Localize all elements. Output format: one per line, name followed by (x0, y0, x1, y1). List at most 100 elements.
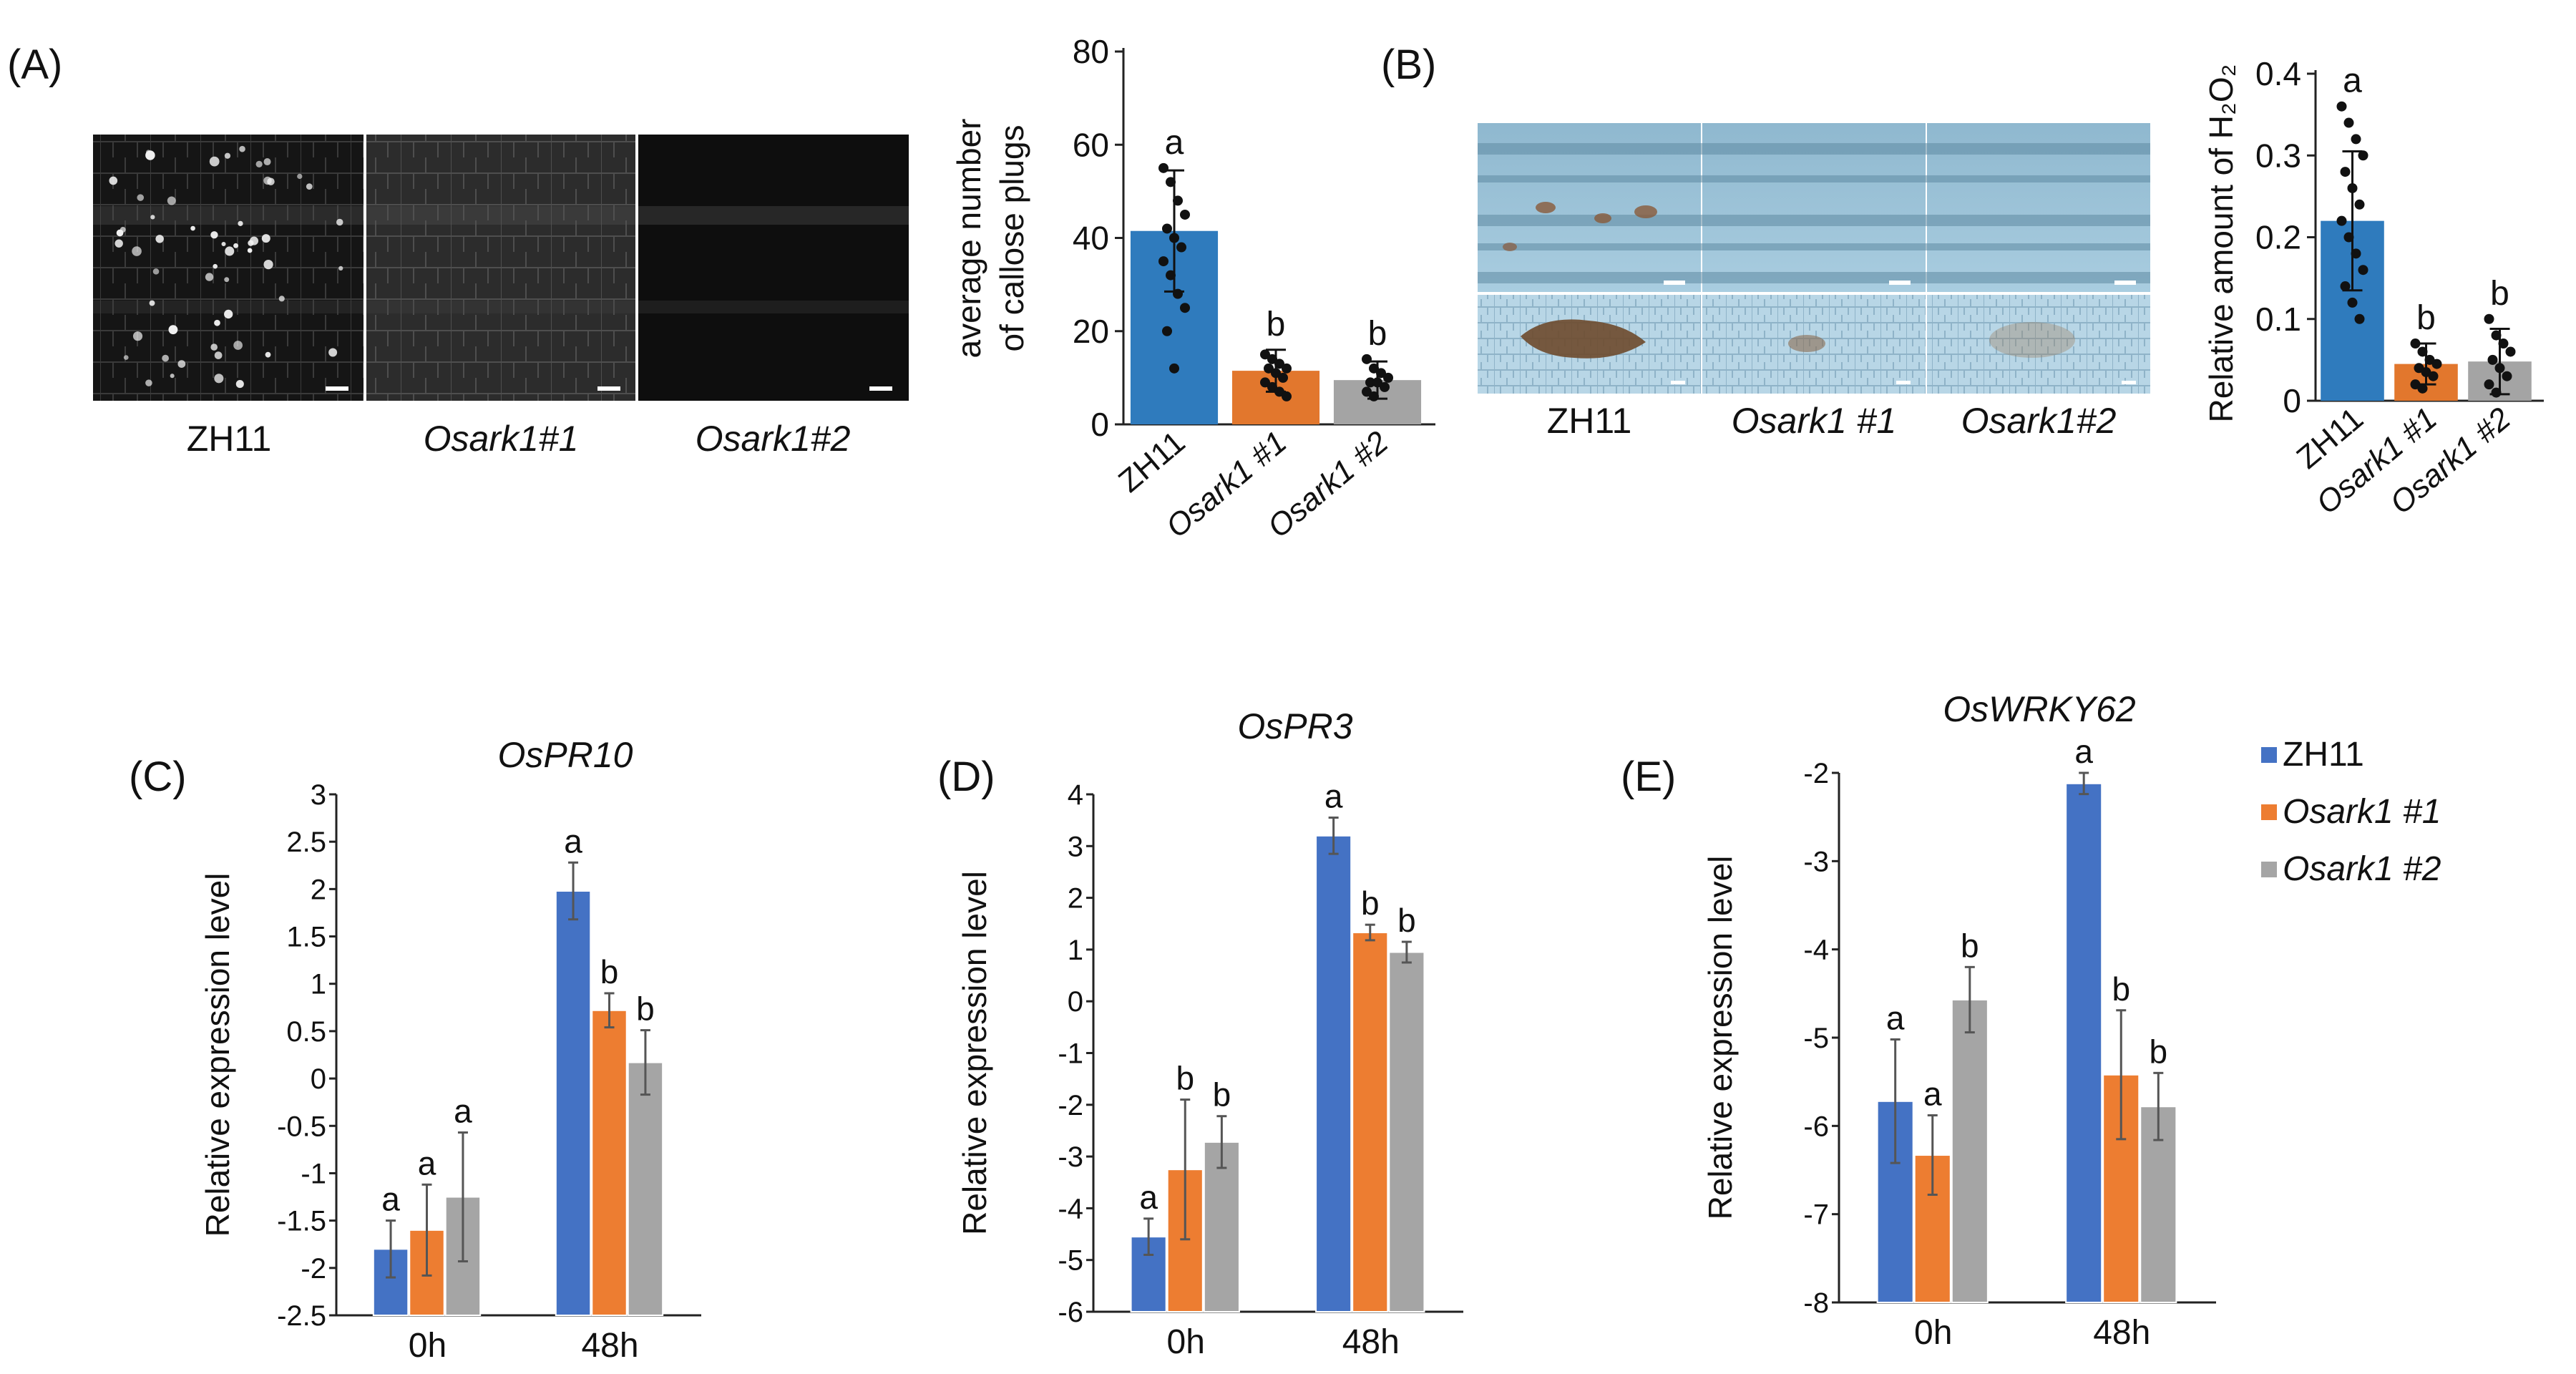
data-point (2336, 101, 2347, 112)
y-axis-label: Relative amount of H₂O₂ (2202, 64, 2240, 422)
y-tick-label: -4 (1803, 935, 1829, 966)
y-tick-label: -3 (1058, 1141, 1083, 1173)
data-point (2351, 134, 2361, 145)
y-tick-label: 0 (1091, 406, 1109, 443)
panel-a-micrographs (93, 135, 909, 401)
significance-letter: b (2490, 275, 2509, 313)
scale-bar (1896, 381, 1911, 384)
significance-letter: a (2343, 62, 2362, 100)
y-tick-label: 20 (1073, 313, 1109, 350)
data-point (2487, 354, 2498, 365)
dab-stain-lesion (1521, 319, 1646, 359)
significance-letter: a (564, 822, 582, 859)
data-point (1267, 381, 1277, 392)
callose-dot (336, 218, 343, 226)
callose-dot (263, 176, 272, 185)
data-point (2347, 297, 2358, 308)
callose-dot (210, 344, 218, 351)
callose-dot (214, 319, 220, 326)
panel-b-leaf-images (1478, 123, 2150, 394)
bar-osark1-2 (1951, 998, 1989, 1303)
data-point (2347, 182, 2358, 193)
significance-letter: a (1165, 124, 1184, 162)
data-point (1173, 195, 1183, 206)
data-point (1180, 303, 1190, 313)
callose-dot (152, 268, 160, 275)
significance-letter: b (1267, 306, 1286, 344)
scale-bar (326, 386, 348, 391)
callose-dot (167, 196, 176, 205)
data-point (1278, 372, 1288, 383)
callose-dot (210, 231, 218, 239)
significance-letter: b (2150, 1033, 2168, 1070)
callose-dot (170, 374, 175, 379)
x-tick-label: 0h (1167, 1323, 1205, 1361)
y-axis-label: Relative expression level (956, 871, 993, 1235)
dab-stain-spot (1989, 322, 2075, 358)
callose-dot (224, 309, 233, 319)
panel-e-label: (E) (1621, 754, 1676, 800)
data-point (1376, 368, 1386, 379)
leaf-vein (1478, 175, 2150, 182)
data-point (2428, 371, 2439, 381)
y-tick-label: -4 (1058, 1193, 1083, 1224)
legend-label-osark1-2: Osark1 #2 (2283, 850, 2441, 888)
chart-title: OsPR3 (1237, 706, 1352, 746)
y-tick-label: -1 (1058, 1038, 1083, 1070)
y-tick-label: -3 (1803, 846, 1829, 877)
dab-stain-spot (1536, 202, 1556, 213)
data-point (1180, 209, 1190, 220)
scale-bar (1671, 381, 1685, 384)
data-point (2417, 383, 2428, 394)
scale-bar (597, 386, 620, 391)
legend-label-zh11: ZH11 (2283, 736, 2364, 774)
scale-bar (1664, 281, 1685, 285)
y-tick-label: 1 (1068, 935, 1083, 966)
significance-letter: b (600, 953, 619, 990)
y-tick-label: 0.5 (286, 1016, 326, 1048)
y-axis-label: average number (950, 119, 987, 359)
y-tick-label: -7 (1803, 1199, 1829, 1231)
panel-b: (B) ZH11 Osark1 #1 Osark1#2 00.10 (1381, 42, 2544, 521)
data-point (1158, 162, 1169, 173)
panel-c-label: (C) (129, 754, 187, 800)
bar-zh11 (1130, 1236, 1167, 1313)
leaf-vein (1478, 215, 2150, 226)
data-point (1282, 391, 1292, 401)
significance-letter: a (1886, 999, 1905, 1036)
y-tick-label: 0.4 (2255, 55, 2301, 92)
image-label-zh11: ZH11 (1547, 401, 1632, 441)
callose-dot (123, 355, 129, 360)
data-point (2336, 215, 2347, 226)
micrograph-osark1-1 (365, 135, 637, 401)
x-tick-label: 48h (581, 1327, 638, 1365)
data-point (1365, 377, 1375, 388)
y-tick-label: 4 (1068, 779, 1083, 811)
legend-label-osark1-1: Osark1 #1 (2283, 793, 2441, 831)
y-tick-label: 3 (1068, 831, 1083, 862)
dab-stain-spot (1503, 243, 1517, 251)
significance-letter: b (1961, 927, 1979, 964)
callose-dot (168, 325, 178, 335)
callose-dot (214, 351, 223, 359)
callose-dot (261, 234, 270, 243)
dab-stain-spot (1594, 213, 1611, 223)
callose-dot (224, 277, 230, 283)
callose-dot (278, 296, 285, 302)
data-point (1169, 363, 1179, 374)
y-tick-label: 0 (311, 1063, 326, 1095)
significance-letter: a (1923, 1076, 1942, 1113)
data-point (2484, 379, 2494, 390)
callose-dot (116, 229, 124, 237)
image-label-osark1-1: Osark1 #1 (1732, 401, 1897, 441)
data-point (1282, 363, 1292, 374)
callose-dot (155, 235, 164, 243)
data-point (1274, 359, 1284, 369)
data-point (2502, 371, 2512, 381)
callose-dot (265, 351, 271, 358)
significance-letter: b (1397, 902, 1416, 939)
callose-dot (328, 348, 338, 357)
callose-dot (238, 220, 243, 226)
chart-c-ospr10: -2.5-2-1.5-1-0.500.511.522.530haaa48habb… (199, 735, 701, 1365)
